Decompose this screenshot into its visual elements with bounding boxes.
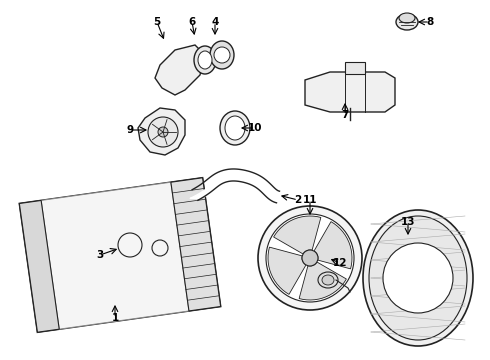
Bar — [41, 182, 189, 329]
Polygon shape — [155, 45, 205, 95]
Ellipse shape — [194, 46, 216, 74]
Polygon shape — [299, 262, 346, 300]
Ellipse shape — [396, 14, 418, 30]
Circle shape — [214, 47, 230, 63]
Text: 5: 5 — [153, 17, 161, 27]
Ellipse shape — [318, 272, 338, 288]
Text: 10: 10 — [248, 123, 262, 133]
Circle shape — [383, 243, 453, 313]
Bar — [345, 62, 365, 74]
Bar — [19, 178, 220, 332]
Circle shape — [302, 250, 318, 266]
Text: 6: 6 — [188, 17, 196, 27]
Polygon shape — [138, 108, 185, 155]
Circle shape — [158, 127, 168, 137]
Text: 3: 3 — [97, 250, 103, 260]
Polygon shape — [268, 247, 306, 294]
Polygon shape — [305, 72, 395, 112]
Text: 1: 1 — [111, 313, 119, 323]
Ellipse shape — [369, 216, 467, 340]
Circle shape — [266, 214, 354, 302]
Bar — [19, 201, 59, 332]
Ellipse shape — [210, 41, 234, 69]
Ellipse shape — [225, 116, 245, 140]
Ellipse shape — [220, 111, 250, 145]
Ellipse shape — [399, 13, 415, 23]
Polygon shape — [314, 222, 352, 269]
Text: 13: 13 — [401, 217, 415, 227]
Text: 7: 7 — [342, 110, 349, 120]
Polygon shape — [273, 216, 321, 254]
Circle shape — [148, 117, 178, 147]
Text: 2: 2 — [294, 195, 302, 205]
Text: 9: 9 — [126, 125, 134, 135]
Circle shape — [258, 206, 362, 310]
Text: 4: 4 — [211, 17, 219, 27]
Text: 11: 11 — [303, 195, 317, 205]
Ellipse shape — [322, 275, 334, 285]
Text: 8: 8 — [426, 17, 434, 27]
Bar — [171, 178, 220, 311]
Ellipse shape — [198, 51, 212, 69]
Text: 12: 12 — [333, 258, 347, 268]
Ellipse shape — [363, 210, 473, 346]
